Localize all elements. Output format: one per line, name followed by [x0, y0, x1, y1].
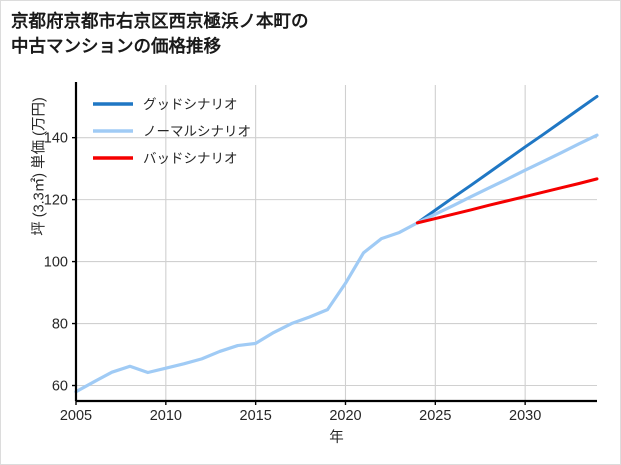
data-series-group [74, 94, 599, 394]
y-tick-label: 140 [44, 131, 68, 147]
x-tick-label: 2015 [240, 408, 272, 424]
legend-label-2: バッドシナリオ [143, 151, 238, 166]
x-axis-label: 年 [329, 430, 344, 446]
y-tick-label: 60 [52, 379, 68, 395]
series-line-0 [415, 94, 599, 225]
x-tick-label: 2005 [60, 408, 92, 424]
axis-spines [74, 82, 597, 403]
x-tick-label: 2025 [419, 408, 451, 424]
axis-ticks: 60 80 100 120 140 2005 2010 2015 2020 2025 2030 [44, 131, 541, 424]
y-tick-label: 100 [44, 255, 68, 271]
x-tick-label: 2020 [329, 408, 361, 424]
series-line-2 [415, 177, 599, 225]
x-tick-label: 2010 [150, 408, 182, 424]
y-tick-label: 120 [44, 193, 68, 209]
series-line-1 [74, 133, 599, 394]
x-tick-label: 2030 [509, 408, 541, 424]
chart-title: 京都府京都市右京区西京極浜ノ本町の 中古マンションの価格推移 [11, 11, 309, 57]
y-tick-label: 80 [52, 317, 68, 333]
legend-label-0: グッドシナリオ [143, 97, 238, 112]
legend-label-1: ノーマルシナリオ [143, 124, 251, 139]
